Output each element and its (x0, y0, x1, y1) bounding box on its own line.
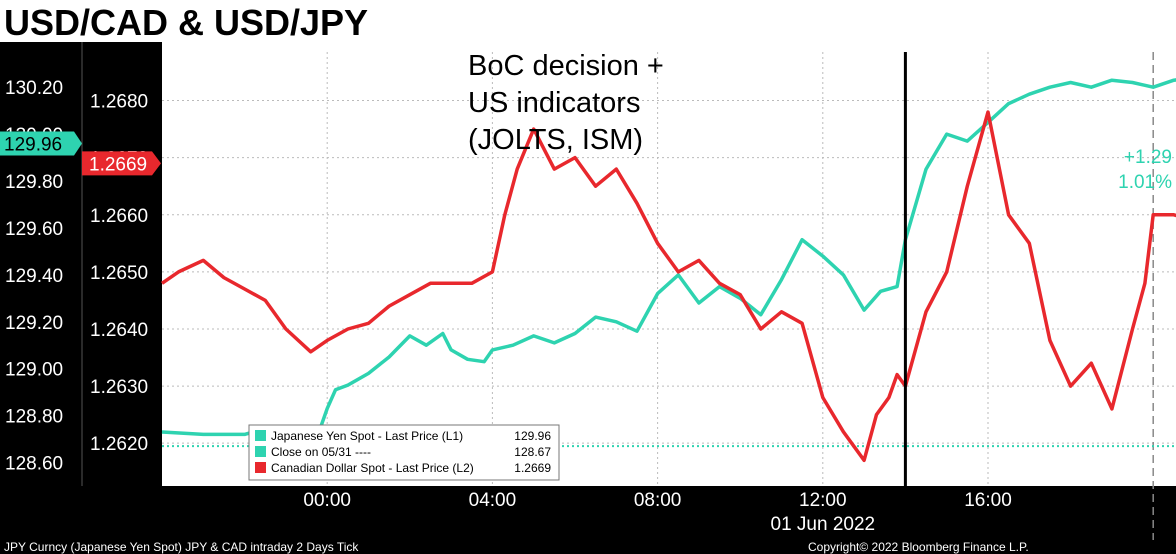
right-y-tick-label: 1.2650 (90, 263, 148, 284)
jpy-last-badge (0, 131, 82, 156)
legend-swatch (255, 462, 266, 473)
jpy-series-line (161, 78, 1176, 446)
legend-label: Close on 05/31 ---- (271, 445, 371, 459)
event-annotation: (JOLTS, ISM) (468, 124, 643, 156)
right-y-tick-label: 1.2660 (90, 206, 148, 227)
legend-value: 1.2669 (514, 461, 551, 475)
footer-bar (0, 540, 1176, 554)
left-y-tick-label: 129.60 (5, 219, 63, 240)
footer-right: Copyright© 2022 Bloomberg Finance L.P. (808, 540, 1029, 554)
x-tick-label: 16:00 (964, 490, 1012, 511)
right-axis-panel (82, 42, 162, 486)
event-annotation: US indicators (468, 87, 640, 119)
left-y-tick-label: 129.20 (5, 313, 63, 334)
x-tick-label: 00:00 (303, 490, 351, 511)
left-axis-panel (0, 42, 82, 486)
legend-box (248, 424, 560, 481)
change-abs: +1.29 (1124, 147, 1172, 168)
jpy-last-label: 129.96 (4, 134, 62, 155)
left-y-tick-label: 129.80 (5, 172, 63, 193)
right-y-tick-label: 1.2680 (90, 92, 148, 113)
left-y-tick-label: 128.60 (5, 454, 63, 475)
legend-label: Japanese Yen Spot - Last Price (L1) (271, 429, 463, 443)
cad-series-line (161, 110, 1176, 463)
legend-value: 129.96 (514, 429, 551, 443)
legend-value: 128.67 (514, 445, 551, 459)
x-axis-corner (0, 486, 162, 540)
x-date-label: 01 Jun 2022 (771, 514, 876, 535)
right-y-tick-label: 1.2630 (90, 377, 148, 398)
x-tick-label: 12:00 (799, 490, 847, 511)
right-y-tick-label: 1.2620 (90, 434, 148, 455)
left-y-tick-label: 129.00 (5, 360, 63, 381)
change-pct: 1.01% (1118, 172, 1172, 193)
x-tick-label: 08:00 (634, 490, 682, 511)
legend-swatch (255, 446, 266, 457)
cad-last-label: 1.2669 (89, 154, 147, 175)
event-annotation: BoC decision + (468, 50, 664, 82)
left-y-tick-label: 130.20 (5, 78, 63, 99)
chart-title: USD/CAD & USD/JPY (4, 2, 369, 43)
x-axis-panel (162, 486, 1176, 540)
cad-last-badge (82, 151, 161, 176)
legend-swatch (255, 430, 266, 441)
footer-left: JPY Curncy (Japanese Yen Spot) JPY & CAD… (4, 540, 359, 554)
legend-label: Canadian Dollar Spot - Last Price (L2) (271, 461, 474, 475)
left-y-tick-label: 128.80 (5, 407, 63, 428)
left-y-tick-label: 129.40 (5, 266, 63, 287)
x-tick-label: 04:00 (469, 490, 517, 511)
right-y-tick-label: 1.2640 (90, 320, 148, 341)
